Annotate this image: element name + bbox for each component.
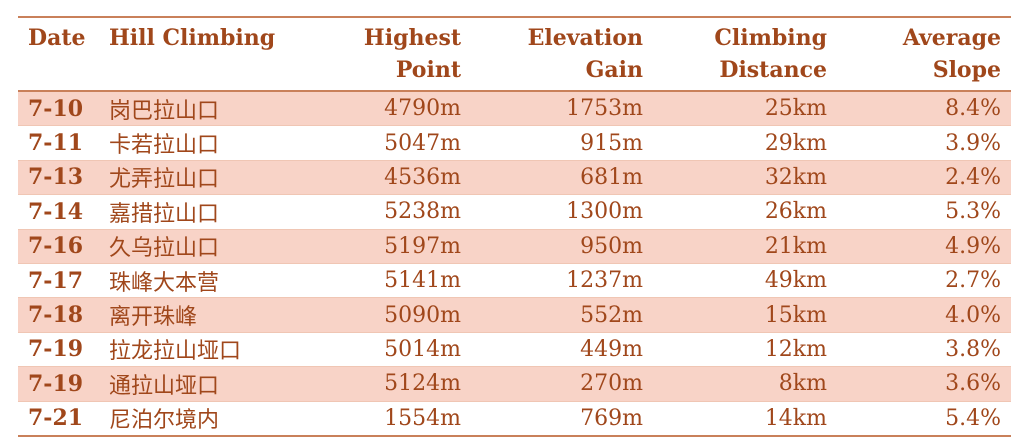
- cell-elevation: 552m: [580, 302, 643, 328]
- table-row: 7-16 久乌拉山口 5197m 950m 21km 4.9%: [18, 229, 1011, 264]
- cell-elevation: 270m: [580, 371, 643, 397]
- cell-distance: 49km: [764, 268, 827, 294]
- cell-distance: 21km: [764, 233, 827, 259]
- cell-slope: 5.3%: [945, 199, 1001, 225]
- cell-highest: 5197m: [384, 233, 461, 259]
- table-row: 7-19 拉龙拉山垭口 5014m 449m 12km 3.8%: [18, 332, 1011, 367]
- cell-distance: 25km: [764, 96, 827, 122]
- header-climbing-distance: Climbing Distance: [653, 17, 837, 91]
- cell-date: 7-14: [28, 198, 84, 225]
- header-distance-line2: Distance: [719, 57, 827, 83]
- cell-highest: 5014m: [384, 336, 461, 362]
- cell-elevation: 1753m: [566, 96, 643, 122]
- cell-elevation: 769m: [580, 405, 643, 431]
- cell-highest: 5124m: [384, 371, 461, 397]
- cell-slope: 5.4%: [945, 405, 1001, 431]
- header-highest-line1: Highest: [363, 25, 461, 51]
- cell-date: 7-16: [28, 233, 84, 260]
- cell-elevation: 915m: [580, 130, 643, 156]
- climbing-table-container: Date Hill Climbing Highest Point Elevatio…: [18, 16, 1011, 437]
- cell-elevation: 1237m: [566, 268, 643, 294]
- table-row: 7-14 嘉措拉山口 5238m 1300m 26km 5.3%: [18, 194, 1011, 230]
- header-name-label: Hill Climbing: [109, 25, 276, 51]
- cell-slope: 3.8%: [945, 336, 1001, 362]
- cell-slope: 4.0%: [945, 302, 1001, 328]
- cell-name: 尤弄拉山口: [109, 167, 220, 193]
- cell-slope: 2.4%: [945, 164, 1001, 190]
- header-elevation-gain: Elevation Gain: [471, 17, 653, 91]
- cell-date: 7-21: [28, 405, 84, 432]
- table-row: 7-13 尤弄拉山口 4536m 681m 32km 2.4%: [18, 160, 1011, 195]
- cell-highest: 5238m: [384, 199, 461, 225]
- header-slope-line2: Slope: [932, 57, 1001, 83]
- cell-date: 7-13: [28, 164, 84, 191]
- cell-distance: 12km: [764, 336, 827, 362]
- table-header: Date Hill Climbing Highest Point Elevatio…: [18, 17, 1011, 91]
- cell-slope: 8.4%: [945, 96, 1001, 122]
- table-row: 7-18 离开珠峰 5090m 552m 15km 4.0%: [18, 297, 1011, 333]
- header-highest-line2: Point: [395, 57, 461, 83]
- cell-elevation: 681m: [580, 164, 643, 190]
- cell-highest: 1554m: [384, 405, 461, 431]
- cell-date: 7-19: [28, 336, 84, 363]
- cell-distance: 26km: [764, 199, 827, 225]
- table-row: 7-19 通拉山垭口 5124m 270m 8km 3.6%: [18, 366, 1011, 402]
- cell-name: 岗巴拉山口: [109, 98, 220, 124]
- cell-name: 离开珠峰: [109, 305, 198, 331]
- cell-distance: 32km: [764, 164, 827, 190]
- cell-highest: 5141m: [384, 268, 461, 294]
- cell-name: 嘉措拉山口: [109, 201, 220, 227]
- header-elevation-line1: Elevation: [527, 25, 643, 51]
- cell-distance: 8km: [778, 371, 827, 397]
- header-row: Date Hill Climbing Highest Point Elevatio…: [18, 17, 1011, 91]
- header-average-slope: Average Slope: [837, 17, 1011, 91]
- cell-highest: 4790m: [384, 96, 461, 122]
- header-date: Date: [18, 17, 99, 91]
- cell-date: 7-11: [28, 130, 84, 157]
- header-date-label: Date: [28, 25, 86, 51]
- cell-highest: 5047m: [384, 130, 461, 156]
- table-row: 7-21 尼泊尔境内 1554m 769m 14km 5.4%: [18, 401, 1011, 436]
- cell-slope: 3.9%: [945, 130, 1001, 156]
- cell-highest: 5090m: [384, 302, 461, 328]
- cell-name: 拉龙拉山垭口: [109, 339, 242, 365]
- table-row: 7-10 岗巴拉山口 4790m 1753m 25km 8.4%: [18, 91, 1011, 126]
- cell-name: 尼泊尔境内: [109, 408, 220, 434]
- cell-date: 7-18: [28, 302, 84, 329]
- header-elevation-line2: Gain: [585, 57, 643, 83]
- cell-name: 卡若拉山口: [109, 133, 220, 159]
- cell-date: 7-19: [28, 370, 84, 397]
- header-highest-point: Highest Point: [299, 17, 471, 91]
- cell-slope: 2.7%: [945, 268, 1001, 294]
- cell-distance: 14km: [764, 405, 827, 431]
- cell-elevation: 1300m: [566, 199, 643, 225]
- cell-highest: 4536m: [384, 164, 461, 190]
- table-body: 7-10 岗巴拉山口 4790m 1753m 25km 8.4% 7-11 卡若…: [18, 91, 1011, 436]
- header-hill-climbing: Hill Climbing: [99, 17, 299, 91]
- table-row: 7-17 珠峰大本营 5141m 1237m 49km 2.7%: [18, 263, 1011, 298]
- cell-slope: 3.6%: [945, 371, 1001, 397]
- cell-distance: 15km: [764, 302, 827, 328]
- cell-slope: 4.9%: [945, 233, 1001, 259]
- cell-name: 通拉山垭口: [109, 373, 220, 399]
- cell-distance: 29km: [764, 130, 827, 156]
- header-slope-line1: Average: [902, 25, 1001, 51]
- cell-elevation: 449m: [580, 336, 643, 362]
- cell-date: 7-17: [28, 267, 84, 294]
- table-row: 7-11 卡若拉山口 5047m 915m 29km 3.9%: [18, 125, 1011, 161]
- cell-name: 久乌拉山口: [109, 236, 220, 262]
- cell-date: 7-10: [28, 95, 84, 122]
- hill-climbing-table: Date Hill Climbing Highest Point Elevatio…: [18, 16, 1011, 437]
- cell-name: 珠峰大本营: [109, 270, 220, 296]
- header-distance-line1: Climbing: [714, 25, 827, 51]
- cell-elevation: 950m: [580, 233, 643, 259]
